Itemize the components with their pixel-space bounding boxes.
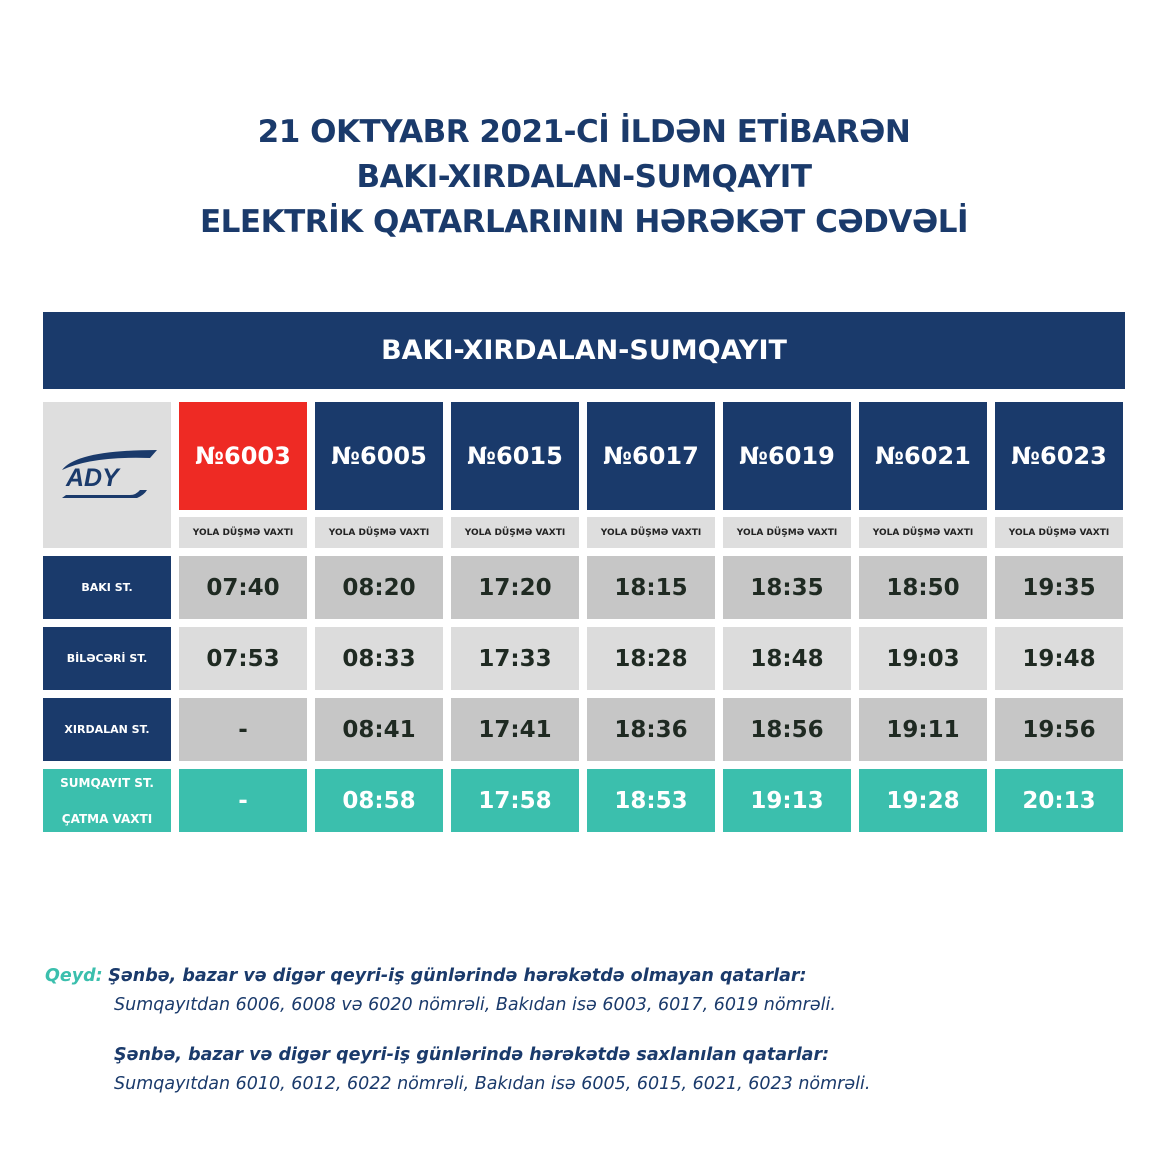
time-cell: 19:56	[995, 698, 1123, 761]
time-cell: -	[179, 769, 307, 832]
time-cell: 18:48	[723, 627, 851, 690]
time-cell: 19:48	[995, 627, 1123, 690]
departure-time-label: YOLA DÜŞMƏ VAXTI	[451, 517, 579, 548]
departure-time-label: YOLA DÜŞMƏ VAXTI	[859, 517, 987, 548]
station-label: SUMQAYIT ST. ÇATMA VAXTI	[43, 769, 171, 832]
time-cell: 18:28	[587, 627, 715, 690]
time-cell: 19:35	[995, 556, 1123, 619]
time-cell: 19:03	[859, 627, 987, 690]
station-label: BAKI ST.	[43, 556, 171, 619]
svg-text:ADY: ADY	[65, 464, 121, 492]
time-cell: 18:15	[587, 556, 715, 619]
notes-text-2: Sumqayıtdan 6010, 6012, 6022 nömrəli, Ba…	[114, 1074, 871, 1094]
time-cell: 18:50	[859, 556, 987, 619]
ady-logo: ADY	[43, 402, 171, 548]
station-name: BİLƏCƏRİ ST.	[66, 651, 148, 665]
station-label: XIRDALAN ST.	[43, 698, 171, 761]
notes-section: Qeyd: Şənbə, bazar və digər qeyri-iş gün…	[45, 962, 870, 1099]
train-number-header: №6015	[451, 402, 579, 510]
time-cell: 20:13	[995, 769, 1123, 832]
time-cell: 19:13	[723, 769, 851, 832]
notes-heading-1: Şənbə, bazar və digər qeyri-iş günlərind…	[108, 966, 807, 986]
train-number-header: №6005	[315, 402, 443, 510]
departure-time-label: YOLA DÜŞMƏ VAXTI	[179, 517, 307, 548]
time-cell: 18:56	[723, 698, 851, 761]
time-cell: 18:53	[587, 769, 715, 832]
time-cell: 17:58	[451, 769, 579, 832]
departure-time-label: YOLA DÜŞMƏ VAXTI	[587, 517, 715, 548]
train-number-header: №6003	[179, 402, 307, 510]
train-number-header: №6017	[587, 402, 715, 510]
title-line-2: BAKI-XIRDALAN-SUMQAYIT	[356, 159, 812, 195]
departure-time-label: YOLA DÜŞMƏ VAXTI	[995, 517, 1123, 548]
time-cell: 18:36	[587, 698, 715, 761]
title-line-3: ELEKTRİK QATARLARININ HƏRƏKƏT CƏDVƏLİ	[199, 204, 969, 240]
station-label: BİLƏCƏRİ ST.	[43, 627, 171, 690]
time-cell: 08:58	[315, 769, 443, 832]
time-cell: 08:41	[315, 698, 443, 761]
notes-label: Qeyd:	[45, 966, 103, 986]
time-cell: 08:33	[315, 627, 443, 690]
train-number-header: №6023	[995, 402, 1123, 510]
station-name: SUMQAYIT ST.	[60, 775, 154, 790]
train-number-header: №6021	[859, 402, 987, 510]
train-number-header: №6019	[723, 402, 851, 510]
time-cell: 17:33	[451, 627, 579, 690]
time-cell: 18:35	[723, 556, 851, 619]
departure-time-label: YOLA DÜŞMƏ VAXTI	[723, 517, 851, 548]
time-cell: -	[179, 698, 307, 761]
schedule-table: ADY №6003 №6005 №6015 №6017 №6019 №6021 №6023 Y…	[43, 402, 1123, 832]
station-name: XIRDALAN ST.	[64, 722, 150, 736]
time-cell: 08:20	[315, 556, 443, 619]
ady-logo-icon: ADY	[62, 450, 157, 498]
time-cell: 07:40	[179, 556, 307, 619]
title-line-1: 21 OKTYABR 2021-Cİ İLDƏN ETİBARƏN	[257, 114, 911, 150]
time-cell: 19:28	[859, 769, 987, 832]
station-name: BAKI ST.	[81, 580, 133, 594]
notes-heading-2: Şənbə, bazar və digər qeyri-iş günlərind…	[114, 1045, 830, 1065]
time-cell: 17:41	[451, 698, 579, 761]
route-banner: BAKI-XIRDALAN-SUMQAYIT	[43, 312, 1125, 389]
arrival-time-label: ÇATMA VAXTI	[61, 811, 153, 826]
page-title: 21 OKTYABR 2021-Cİ İLDƏN ETİBARƏN BAKI-X…	[0, 110, 1168, 245]
departure-time-label: YOLA DÜŞMƏ VAXTI	[315, 517, 443, 548]
time-cell: 19:11	[859, 698, 987, 761]
time-cell: 07:53	[179, 627, 307, 690]
notes-text-1: Sumqayıtdan 6006, 6008 və 6020 nömrəli, …	[114, 995, 836, 1015]
time-cell: 17:20	[451, 556, 579, 619]
